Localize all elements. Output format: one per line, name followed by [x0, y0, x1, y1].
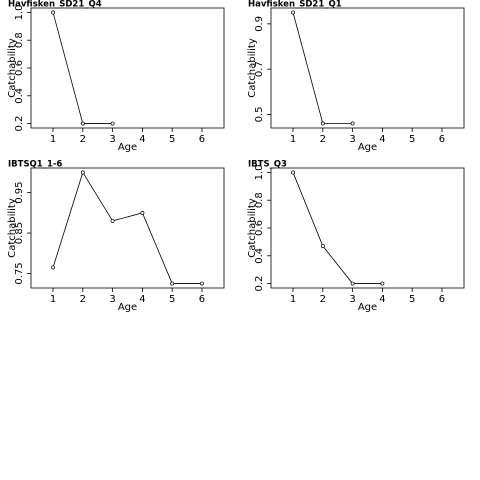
x-tick-label: 2 — [80, 134, 86, 145]
y-tick-label: 0.2 — [14, 116, 25, 132]
point — [80, 170, 85, 175]
x-axis-label: Age — [118, 302, 137, 313]
y-axis-label: Catchability — [7, 38, 18, 98]
y-tick-label: 1.0 — [254, 164, 265, 180]
point — [51, 10, 55, 15]
line — [292, 172, 383, 284]
x-tick-label: 2 — [320, 134, 326, 145]
x-tick-label: 5 — [409, 134, 415, 145]
x-tick-label: 2 — [80, 294, 86, 305]
point — [320, 121, 325, 126]
y-tick-label: 0.4 — [254, 248, 265, 264]
point — [320, 244, 325, 249]
line — [52, 171, 202, 284]
x-tick-label: 2 — [320, 294, 326, 305]
x-tick-label: 3 — [109, 134, 115, 145]
chart-title: Havfisken_SD21_Q4 — [8, 0, 102, 10]
y-tick-label: 0.6 — [14, 60, 25, 76]
x-tick-label: 6 — [199, 134, 205, 145]
y-tick-label: 0.75 — [14, 262, 25, 284]
y-axis-label: Catchability — [247, 38, 258, 98]
point — [51, 265, 55, 270]
x-tick-label: 5 — [169, 134, 175, 145]
point — [350, 281, 355, 286]
x-tick-label: 3 — [109, 294, 115, 305]
point — [380, 281, 385, 286]
line — [52, 12, 113, 124]
y-tick-label: 1.0 — [14, 4, 25, 20]
plot-frame — [30, 7, 225, 129]
point — [291, 10, 295, 15]
point — [110, 218, 115, 223]
x-tick-label: 4 — [379, 294, 385, 305]
x-tick-label: 6 — [199, 294, 205, 305]
x-tick-label: 1 — [50, 294, 56, 305]
y-tick-label: 0.6 — [254, 220, 265, 236]
x-tick-label: 1 — [290, 134, 296, 145]
chart-title: IBTSQ1_1-6 — [8, 160, 62, 170]
y-tick-label: 0.4 — [14, 88, 25, 104]
y-tick-label: 0.7 — [254, 61, 265, 77]
x-tick-label: 5 — [169, 294, 175, 305]
point — [170, 281, 175, 286]
y-tick-label: 0.5 — [254, 106, 265, 122]
point — [140, 210, 145, 215]
x-tick-label: 6 — [439, 134, 445, 145]
x-tick-label: 4 — [379, 134, 385, 145]
x-axis-label: Age — [118, 142, 137, 153]
y-tick-label: 0.85 — [14, 222, 25, 244]
x-tick-label: 4 — [139, 134, 145, 145]
x-axis-label: Age — [358, 302, 377, 313]
y-tick-label: 0.95 — [14, 182, 25, 204]
y-tick-label: 0.8 — [254, 192, 265, 208]
x-tick-label: 3 — [349, 294, 355, 305]
x-tick-label: 1 — [290, 294, 296, 305]
point — [291, 170, 295, 175]
point — [200, 281, 204, 286]
point — [350, 121, 355, 126]
line — [292, 12, 353, 124]
x-tick-label: 5 — [409, 294, 415, 305]
x-tick-label: 6 — [439, 294, 445, 305]
chart-title: IBTS_Q3 — [248, 160, 287, 170]
y-tick-label: 0.8 — [14, 32, 25, 48]
point — [110, 121, 115, 126]
y-tick-label: 0.2 — [254, 276, 265, 292]
point — [80, 121, 85, 126]
plot-frame — [270, 7, 465, 129]
y-axis-label: Catchability — [7, 198, 18, 258]
chart-title: Havfisken_SD21_Q1 — [248, 0, 342, 10]
y-axis-label: Catchability — [247, 198, 258, 258]
plot-frame — [270, 167, 465, 289]
x-tick-label: 3 — [349, 134, 355, 145]
y-tick-label: 0.9 — [254, 16, 265, 32]
x-tick-label: 1 — [50, 134, 56, 145]
x-tick-label: 4 — [139, 294, 145, 305]
plot-frame — [30, 167, 225, 289]
x-axis-label: Age — [358, 142, 377, 153]
